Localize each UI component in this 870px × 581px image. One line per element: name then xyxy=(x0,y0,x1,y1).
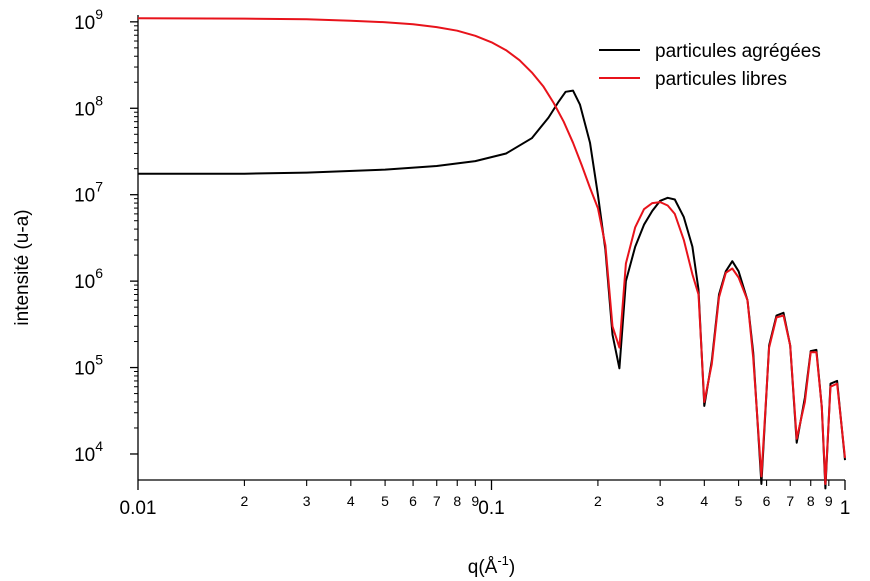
x-ticks: 0.01 0.1 12 3 4 5 6 7 8 9 2 3 4 5 6 7 8 9 xyxy=(120,480,851,519)
legend-label-aggregated: particules agrégées xyxy=(655,41,821,62)
legend-label-free: particules libres xyxy=(655,69,787,90)
legend: particules agrégées particules libres xyxy=(599,41,821,90)
y-tick-label: 105 xyxy=(74,352,103,380)
x-minor-tick-label: 6 xyxy=(409,493,417,509)
x-minor-tick-label: 4 xyxy=(700,493,708,509)
x-minor-tick-label: 8 xyxy=(453,493,461,509)
y-tick-label: 107 xyxy=(74,179,103,207)
x-tick-label: 0.1 xyxy=(478,498,504,519)
x-minor-tick-label: 3 xyxy=(303,493,311,509)
x-axis-label: q(Å-1) xyxy=(468,553,515,578)
series-line-free xyxy=(137,17,846,485)
x-minor-tick-label: 2 xyxy=(594,493,602,509)
y-ticks: 104 105 106 107 108 109 xyxy=(74,6,138,466)
x-minor-tick-label: 6 xyxy=(763,493,771,509)
y-axis-label: intensité (u-a) xyxy=(12,209,33,325)
x-minor-tick-label: 2 xyxy=(241,493,249,509)
x-minor-tick-label: 7 xyxy=(433,493,441,509)
x-tick-label: 0.01 xyxy=(120,498,157,519)
series-line-aggregated xyxy=(138,89,846,490)
y-tick-label: 106 xyxy=(74,265,103,293)
x-minor-tick-label: 7 xyxy=(786,493,794,509)
x-minor-tick-label: 9 xyxy=(471,493,479,509)
y-tick-label: 104 xyxy=(74,438,103,466)
x-minor-tick-label: 8 xyxy=(807,493,815,509)
x-minor-tick-label: 5 xyxy=(735,493,743,509)
x-minor-tick-label: 4 xyxy=(347,493,355,509)
x-minor-tick-label: 3 xyxy=(656,493,664,509)
series-group xyxy=(137,17,846,490)
y-tick-label: 109 xyxy=(74,6,103,34)
y-tick-label: 108 xyxy=(74,92,103,120)
x-tick-label: 1 xyxy=(840,498,851,519)
x-minor-tick-label: 9 xyxy=(825,493,833,509)
x-minor-tick-label: 5 xyxy=(381,493,389,509)
